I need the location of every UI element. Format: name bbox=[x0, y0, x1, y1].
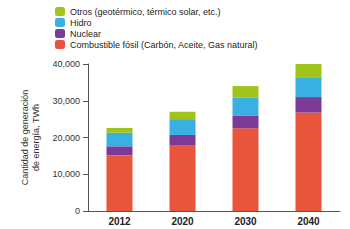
svg-text:Otros (geotérmico, térmico sol: Otros (geotérmico, térmico solar, etc.) bbox=[70, 7, 221, 17]
svg-text:de energía, TWh: de energía, TWh bbox=[31, 104, 41, 171]
svg-text:2012: 2012 bbox=[108, 216, 131, 227]
svg-text:Cantidad de generación: Cantidad de generación bbox=[20, 90, 30, 186]
svg-text:Nuclear: Nuclear bbox=[70, 29, 101, 39]
svg-text:40,000: 40,000 bbox=[52, 59, 80, 69]
svg-text:20,000: 20,000 bbox=[52, 133, 80, 143]
svg-text:2040: 2040 bbox=[297, 216, 320, 227]
svg-text:30,000: 30,000 bbox=[52, 96, 80, 106]
svg-text:Hidro: Hidro bbox=[70, 18, 92, 28]
svg-text:2030: 2030 bbox=[234, 216, 257, 227]
svg-text:2020: 2020 bbox=[171, 216, 194, 227]
svg-text:10,000: 10,000 bbox=[52, 169, 80, 179]
svg-text:0: 0 bbox=[75, 206, 80, 216]
svg-text:Combustible fósil (Carbón, Ace: Combustible fósil (Carbón, Aceite, Gas n… bbox=[70, 40, 258, 50]
